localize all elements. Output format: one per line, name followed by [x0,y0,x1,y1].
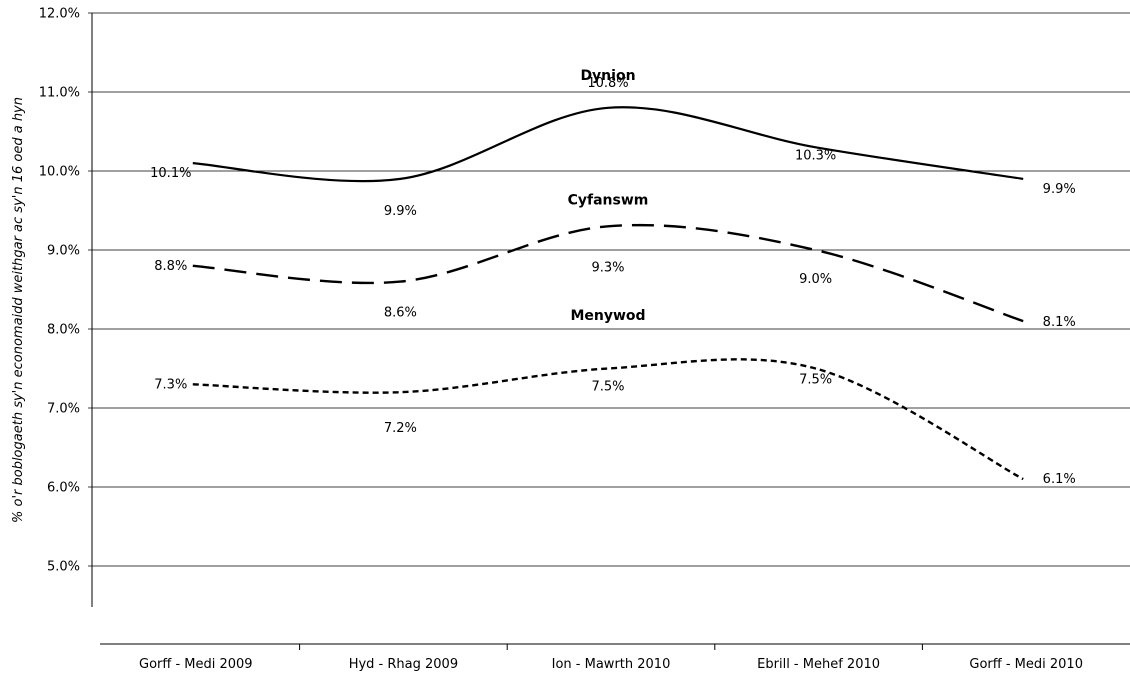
data-label: 10.8% [587,76,628,91]
data-label: 8.6% [384,306,417,321]
y-tick-label: 11.0% [39,86,80,101]
x-tick-label: Ebrill - Mehef 2010 [757,657,880,672]
y-tick-label: 12.0% [39,7,80,22]
series-lines [192,106,1024,481]
data-label: 6.1% [1043,472,1076,487]
data-label: 9.0% [799,272,832,287]
y-tick-label: 9.0% [47,244,80,259]
y-tick-labels: 5.0% 6.0% 7.0% 8.0% 9.0% 10.0% 11.0% 12.0% [39,7,80,575]
y-tick-label: 5.0% [47,560,80,575]
y-tick-label: 6.0% [47,481,80,496]
data-label: 10.1% [150,166,191,181]
series-label: Cyfanswm [568,193,649,209]
y-tick-label: 7.0% [47,402,80,417]
data-label: 7.3% [154,377,187,392]
y-axis-label: % o'r boblogaeth sy'n economaidd weithga… [11,97,26,523]
series-line-cyfanswm [192,223,1024,323]
data-label: 7.5% [799,373,832,388]
data-labels: Dynion 10.1% 9.9% 10.8% 10.3% 9.9% Cyfanswm 8.8… [150,68,1076,487]
series-label: Menywod [570,308,645,324]
gridlines [88,12,1130,567]
data-label: 8.8% [154,259,187,274]
x-tick-label: Ion - Mawrth 2010 [552,657,671,672]
axes [91,13,1130,650]
y-tick-label: 10.0% [39,165,80,180]
series-line-dynion [192,106,1024,183]
data-label: 7.2% [384,421,417,436]
x-tick-labels: Gorff - Medi 2009 Hyd - Rhag 2009 Ion - Ma… [139,657,1083,672]
y-tick-label: 8.0% [47,323,80,338]
series-label: Dynion [580,68,635,84]
data-label: 10.3% [795,148,836,163]
data-label: 9.3% [591,260,624,275]
x-tick-label: Hyd - Rhag 2009 [349,657,458,672]
x-tick-label: Gorff - Medi 2010 [969,657,1083,672]
x-tick-label: Gorff - Medi 2009 [139,657,253,672]
series-line-menywod [192,358,1024,481]
data-label: 8.1% [1043,315,1076,330]
data-label: 7.5% [591,380,624,395]
data-label: 9.9% [384,204,417,219]
data-label: 9.9% [1043,182,1076,197]
